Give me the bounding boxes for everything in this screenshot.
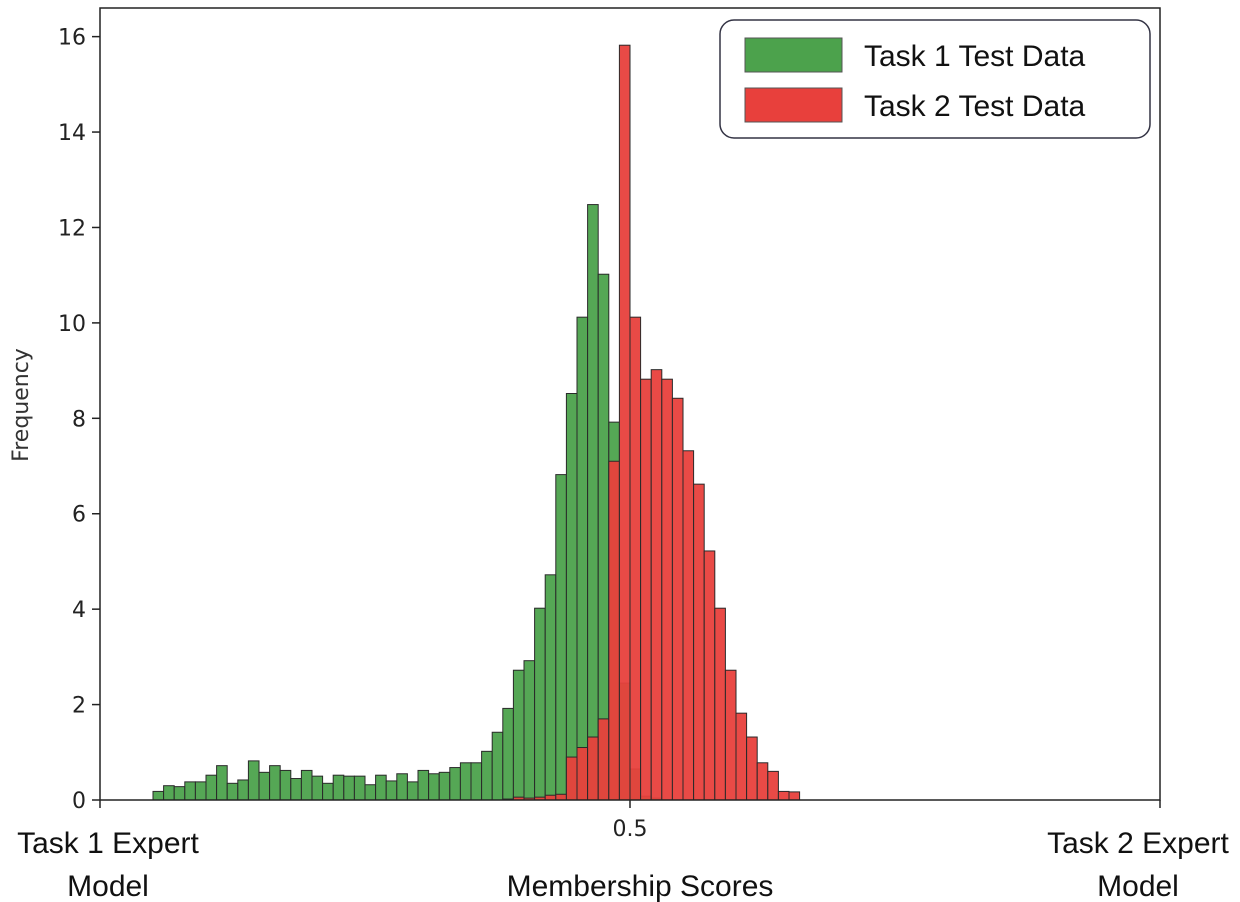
bar-series-2 [618,44,631,801]
bar-series-1 [555,474,567,801]
bar-series-1 [205,774,218,801]
legend-swatch-1 [744,37,843,73]
bar-series-1 [226,782,239,801]
bar-series-1 [481,750,493,801]
bar-series-2 [788,791,801,801]
bar-series-2 [756,762,769,801]
y-tick-label: 0 [72,789,86,814]
bar-series-2 [597,718,610,801]
bar-series-2 [565,756,578,801]
bar-series-1 [184,781,196,801]
bar-series-1 [470,762,483,801]
bar-series-1 [491,731,504,801]
bar-series-1 [152,790,165,801]
bar-series-1 [502,707,514,801]
bar-series-1 [279,769,292,801]
bar-series-1 [163,785,175,801]
bar-series-2 [640,378,652,801]
bar-series-1 [311,775,324,801]
bar-series-1 [512,669,525,801]
bar-series-2 [671,397,684,801]
axis-labels: Frequency Membership Scores Task 1 Expert M… [9,348,1230,902]
bar-series-1 [523,660,536,801]
bar-series-2 [777,790,790,801]
bar-series-1 [406,781,419,801]
bar-series-1 [269,765,281,801]
bar-series-1 [247,760,260,801]
y-tick-label: 6 [72,503,86,528]
bar-series-2 [650,369,663,801]
bar-series-1 [237,779,249,801]
bar-series-1 [576,316,589,801]
bar-series-1 [544,574,557,801]
legend-label-1: Task 1 Test Data [864,40,1086,73]
bar-series-2 [576,747,589,801]
bar-series-1 [364,784,377,801]
bar-series-1 [375,774,387,801]
bar-series-2 [703,550,716,801]
bar-series-1 [290,778,302,801]
bar-series-2 [746,736,758,801]
x-axis-label: Membership Scores [507,870,774,902]
bar-series-1 [173,786,186,801]
bar-series-2 [629,316,642,801]
y-tick-label: 2 [72,694,86,719]
y-tick-label: 16 [58,26,86,51]
y-tick-label: 10 [58,312,86,337]
bar-series-2 [661,378,673,801]
legend-label-2: Task 2 Test Data [864,90,1086,123]
bar-series-1 [565,393,578,801]
legend: Task 1 Test Data Task 2 Test Data [719,19,1151,139]
histogram-bars [152,44,801,801]
x-tick-label: 0.5 [613,817,648,842]
bar-series-2 [608,460,620,801]
y-tick-label: 12 [58,216,86,241]
right-end-label-line1: Task 2 Expert [1047,827,1229,860]
bar-series-1 [587,204,599,801]
bar-series-1 [216,765,228,801]
left-end-label-line1: Task 1 Expert [17,827,199,860]
y-tick-label: 14 [58,121,86,146]
bar-series-1 [449,767,461,801]
bar-series-1 [534,607,546,801]
legend-swatch-2 [744,87,843,123]
bar-series-1 [428,773,440,801]
bar-series-2 [693,483,705,801]
bar-series-1 [417,769,430,801]
bar-series-1 [385,780,398,801]
bar-series-2 [555,793,567,801]
bar-series-1 [194,781,207,801]
bar-series-1 [459,762,472,801]
axes: 0 2 4 6 8 10 12 14 16 0.5 [58,7,1161,842]
left-end-label-line2: Model [67,870,149,902]
bar-series-1 [353,775,366,801]
bar-series-1 [258,771,271,801]
bar-series-2 [682,450,695,801]
bar-series-1 [343,775,355,801]
y-axis-label: Frequency [9,348,34,462]
bar-series-2 [587,736,599,801]
right-end-label-line2: Model [1097,870,1179,902]
y-tick-label: 4 [72,598,86,623]
y-tick-label: 8 [72,407,86,432]
bar-series-1 [438,771,451,801]
bar-series-2 [724,669,737,801]
bar-series-2 [735,712,748,801]
bar-series-1 [300,769,313,801]
bar-series-1 [396,773,408,801]
bar-series-1 [322,782,334,801]
bar-series-2 [714,607,726,801]
bar-series-2 [767,770,779,801]
bar-series-1 [332,774,345,801]
